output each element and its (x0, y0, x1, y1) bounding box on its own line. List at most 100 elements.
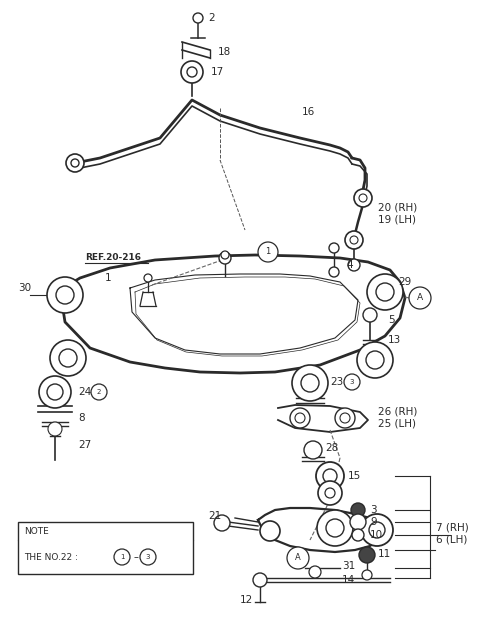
Circle shape (114, 549, 130, 565)
Circle shape (258, 242, 278, 262)
Text: 24: 24 (78, 387, 91, 397)
Text: 17: 17 (211, 67, 224, 77)
Circle shape (357, 342, 393, 378)
Circle shape (292, 365, 328, 401)
Text: 21: 21 (208, 511, 221, 521)
Text: 1: 1 (265, 248, 271, 256)
Text: 13: 13 (388, 335, 401, 345)
Circle shape (409, 287, 431, 309)
Text: 18: 18 (218, 47, 231, 57)
Text: A: A (417, 294, 423, 302)
Circle shape (56, 286, 74, 304)
Circle shape (316, 462, 344, 490)
Text: –: – (134, 552, 139, 562)
Circle shape (350, 236, 358, 244)
Circle shape (318, 481, 342, 505)
Circle shape (50, 340, 86, 376)
Circle shape (253, 573, 267, 587)
Circle shape (345, 231, 363, 249)
Circle shape (367, 274, 403, 310)
Text: 27: 27 (78, 440, 91, 450)
Circle shape (323, 469, 337, 483)
Circle shape (47, 384, 63, 400)
Text: 25 (LH): 25 (LH) (378, 419, 416, 429)
Circle shape (290, 408, 310, 428)
Circle shape (317, 510, 353, 546)
Circle shape (181, 61, 203, 83)
Text: 26 (RH): 26 (RH) (378, 407, 418, 417)
Text: 3: 3 (370, 505, 377, 515)
Circle shape (340, 413, 350, 423)
Text: 14: 14 (342, 575, 355, 585)
Circle shape (361, 514, 393, 546)
Circle shape (304, 441, 322, 459)
Circle shape (66, 154, 84, 172)
Text: 4: 4 (346, 260, 353, 270)
Circle shape (329, 243, 339, 253)
Circle shape (48, 422, 62, 436)
Text: 11: 11 (378, 549, 391, 559)
Text: 31: 31 (342, 561, 355, 571)
Text: 2: 2 (208, 13, 215, 23)
Circle shape (219, 252, 231, 264)
Circle shape (295, 413, 305, 423)
Text: 9: 9 (370, 517, 377, 527)
Circle shape (301, 374, 319, 392)
Text: 30: 30 (18, 283, 31, 293)
Text: 3: 3 (350, 379, 354, 385)
Text: 1: 1 (120, 554, 124, 560)
Text: 12: 12 (240, 595, 253, 605)
Circle shape (187, 67, 197, 77)
Circle shape (329, 267, 339, 277)
Circle shape (344, 374, 360, 390)
Circle shape (287, 547, 309, 569)
Text: 3: 3 (146, 554, 150, 560)
Bar (18, 522, 193, 574)
Circle shape (351, 503, 365, 517)
Circle shape (325, 488, 335, 498)
Circle shape (352, 529, 364, 541)
Text: 20 (RH): 20 (RH) (378, 202, 417, 212)
Circle shape (309, 566, 321, 578)
Circle shape (366, 351, 384, 369)
Circle shape (47, 277, 83, 313)
Text: NOTE: NOTE (24, 527, 49, 535)
Text: 8: 8 (78, 413, 84, 423)
Circle shape (369, 522, 385, 538)
Circle shape (350, 514, 366, 530)
Text: 1: 1 (105, 273, 112, 283)
Text: REF.20-216: REF.20-216 (85, 253, 141, 263)
Circle shape (363, 308, 377, 322)
Text: 7 (RH): 7 (RH) (436, 523, 469, 533)
Circle shape (376, 283, 394, 301)
Circle shape (140, 549, 156, 565)
Text: 10: 10 (370, 530, 383, 540)
Circle shape (193, 13, 203, 23)
Circle shape (71, 159, 79, 167)
Text: 19 (LH): 19 (LH) (378, 214, 416, 224)
Text: A: A (295, 553, 301, 563)
Circle shape (362, 570, 372, 580)
Circle shape (335, 408, 355, 428)
Text: 29: 29 (398, 277, 411, 287)
Text: 5: 5 (388, 315, 395, 325)
Text: 28: 28 (325, 443, 338, 453)
Circle shape (260, 521, 280, 541)
Circle shape (348, 259, 360, 271)
Circle shape (354, 189, 372, 207)
Circle shape (326, 519, 344, 537)
Circle shape (214, 515, 230, 531)
Text: THE NO.22 :: THE NO.22 : (24, 553, 78, 561)
Circle shape (144, 274, 152, 282)
Text: 16: 16 (302, 107, 315, 117)
Text: 6 (LH): 6 (LH) (436, 535, 468, 545)
Text: 23: 23 (330, 377, 343, 387)
Circle shape (221, 251, 229, 259)
Circle shape (359, 547, 375, 563)
Text: 15: 15 (348, 471, 361, 481)
Text: 2: 2 (97, 389, 101, 395)
Circle shape (59, 349, 77, 367)
Circle shape (359, 194, 367, 202)
Circle shape (91, 384, 107, 400)
Circle shape (39, 376, 71, 408)
